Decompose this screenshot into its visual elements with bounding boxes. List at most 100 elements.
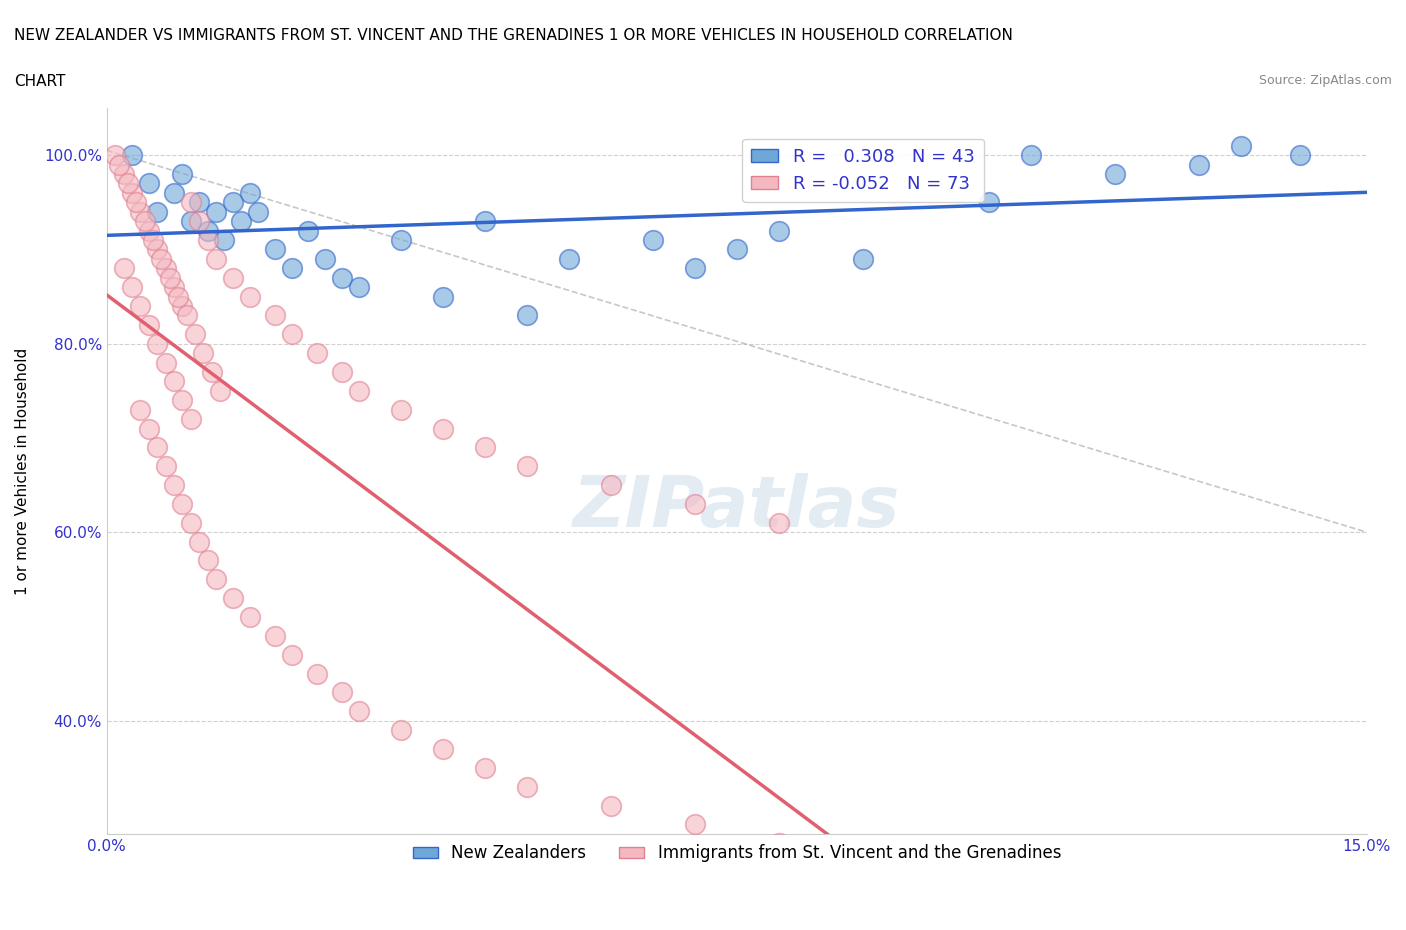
Point bbox=[516, 458, 538, 473]
Point bbox=[1019, 148, 1042, 163]
Point bbox=[683, 497, 706, 512]
Point bbox=[193, 346, 215, 361]
Point bbox=[474, 761, 496, 776]
Point bbox=[683, 817, 706, 831]
Point bbox=[231, 214, 253, 229]
Point bbox=[197, 223, 219, 238]
Point bbox=[155, 355, 177, 370]
Point bbox=[205, 572, 228, 587]
Point bbox=[108, 157, 131, 172]
Point bbox=[389, 232, 412, 247]
Point bbox=[263, 629, 285, 644]
Point bbox=[150, 251, 173, 266]
Point bbox=[516, 779, 538, 794]
Text: NEW ZEALANDER VS IMMIGRANTS FROM ST. VINCENT AND THE GRENADINES 1 OR MORE VEHICL: NEW ZEALANDER VS IMMIGRANTS FROM ST. VIN… bbox=[14, 28, 1012, 43]
Point bbox=[146, 337, 169, 352]
Point bbox=[347, 383, 370, 398]
Point bbox=[432, 289, 454, 304]
Point bbox=[280, 260, 302, 275]
Point bbox=[163, 280, 186, 295]
Point bbox=[138, 223, 160, 238]
Point bbox=[138, 421, 160, 436]
Point bbox=[129, 402, 152, 417]
Text: ZIPatlas: ZIPatlas bbox=[574, 472, 900, 542]
Point bbox=[129, 205, 152, 219]
Point bbox=[146, 205, 169, 219]
Point bbox=[852, 251, 875, 266]
Point bbox=[238, 289, 260, 304]
Point bbox=[138, 176, 160, 191]
Point bbox=[201, 365, 224, 379]
Point bbox=[214, 232, 236, 247]
Point bbox=[172, 299, 194, 313]
Point bbox=[347, 704, 370, 719]
Point bbox=[197, 553, 219, 568]
Point bbox=[222, 591, 245, 605]
Point bbox=[163, 478, 186, 493]
Point bbox=[768, 515, 790, 530]
Point bbox=[1230, 139, 1253, 153]
Point bbox=[142, 232, 165, 247]
Point bbox=[246, 205, 269, 219]
Point bbox=[197, 232, 219, 247]
Point bbox=[474, 440, 496, 455]
Point bbox=[134, 214, 156, 229]
Point bbox=[768, 836, 790, 851]
Point bbox=[146, 440, 169, 455]
Legend: New Zealanders, Immigrants from St. Vincent and the Grenadines: New Zealanders, Immigrants from St. Vinc… bbox=[406, 838, 1067, 870]
Point bbox=[155, 260, 177, 275]
Point bbox=[121, 148, 143, 163]
Point bbox=[297, 223, 319, 238]
Point bbox=[558, 251, 581, 266]
Point bbox=[188, 214, 211, 229]
Point bbox=[280, 326, 302, 341]
Point bbox=[163, 185, 186, 200]
Point bbox=[977, 194, 1000, 209]
Point bbox=[1104, 166, 1126, 181]
Y-axis label: 1 or more Vehicles in Household: 1 or more Vehicles in Household bbox=[15, 347, 30, 594]
Point bbox=[305, 346, 328, 361]
Point bbox=[117, 176, 139, 191]
Point bbox=[121, 185, 143, 200]
Point bbox=[125, 194, 148, 209]
Point bbox=[188, 194, 211, 209]
Point bbox=[599, 798, 621, 813]
Point bbox=[188, 534, 211, 549]
Point bbox=[330, 365, 353, 379]
Point bbox=[205, 205, 228, 219]
Point bbox=[138, 317, 160, 332]
Point bbox=[184, 326, 207, 341]
Point bbox=[280, 647, 302, 662]
Point bbox=[305, 666, 328, 681]
Point bbox=[238, 185, 260, 200]
Point bbox=[159, 271, 181, 286]
Point bbox=[129, 299, 152, 313]
Point bbox=[163, 374, 186, 389]
Point bbox=[180, 214, 202, 229]
Point bbox=[146, 242, 169, 257]
Point bbox=[112, 260, 135, 275]
Point bbox=[222, 271, 245, 286]
Point bbox=[641, 232, 664, 247]
Point bbox=[104, 148, 127, 163]
Point bbox=[432, 421, 454, 436]
Point bbox=[238, 609, 260, 624]
Point bbox=[121, 280, 143, 295]
Point bbox=[263, 308, 285, 323]
Point bbox=[683, 260, 706, 275]
Point bbox=[209, 383, 232, 398]
Point bbox=[389, 402, 412, 417]
Point bbox=[330, 271, 353, 286]
Point bbox=[599, 478, 621, 493]
Point bbox=[516, 308, 538, 323]
Point bbox=[155, 458, 177, 473]
Point bbox=[222, 194, 245, 209]
Point bbox=[172, 497, 194, 512]
Point bbox=[432, 741, 454, 756]
Point bbox=[1188, 157, 1211, 172]
Point bbox=[314, 251, 336, 266]
Point bbox=[112, 166, 135, 181]
Point bbox=[205, 251, 228, 266]
Point bbox=[263, 242, 285, 257]
Point bbox=[347, 280, 370, 295]
